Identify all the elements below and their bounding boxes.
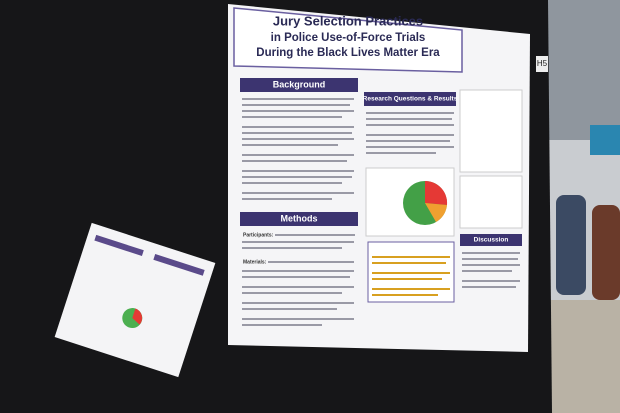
section-header (240, 78, 358, 92)
section-title: Discussion (474, 237, 509, 244)
text-block-part (242, 270, 354, 272)
text-block-part (242, 104, 350, 106)
text-block-part (242, 170, 354, 172)
text-block-part (242, 198, 332, 200)
handout (54, 222, 216, 378)
section-header (240, 212, 358, 226)
board-label: H5 (537, 59, 548, 68)
methods-item: Participants: (243, 232, 274, 238)
text-block-part (242, 302, 354, 304)
floor (540, 300, 620, 413)
text-block-part (372, 288, 450, 290)
text-block-part (242, 144, 338, 146)
text-block (462, 252, 520, 288)
text-block-part (462, 258, 518, 260)
pie-slice (425, 203, 447, 222)
text-block-part (366, 140, 450, 142)
text-block-part (462, 280, 520, 282)
chart-box (459, 175, 523, 229)
pie-slice (425, 180, 448, 205)
text-block-part (242, 126, 354, 128)
text-block-part (366, 134, 454, 136)
text-block-part (242, 138, 354, 140)
text-block-part (242, 98, 354, 100)
text-block-part (366, 152, 436, 154)
text-block-part (372, 294, 438, 296)
text-block-part (242, 247, 342, 249)
text-block-part (462, 270, 512, 272)
handout-bar (153, 253, 205, 276)
text-block (366, 112, 454, 154)
ceiling (540, 0, 620, 140)
methods-item: Materials: (243, 259, 267, 265)
text-block (242, 234, 355, 326)
title-box (233, 7, 463, 73)
section-title: Background (273, 79, 326, 89)
text-block-part (242, 154, 354, 156)
text-block-part (242, 286, 354, 288)
handout-bar (94, 234, 144, 256)
text-block-part (242, 176, 352, 178)
text-block-part (242, 308, 337, 310)
text-block-part (268, 261, 354, 263)
section-title: Methods (281, 213, 318, 223)
text-block-part (366, 146, 454, 148)
text-block (242, 98, 354, 200)
table-box (459, 89, 523, 173)
text-block-part (242, 292, 342, 294)
text-block-part (275, 234, 355, 236)
hall-sign (590, 125, 620, 155)
section-header (364, 92, 456, 106)
text-block-part (242, 318, 354, 320)
section-title: Research Questions & Results (363, 96, 458, 103)
text-block-part (366, 124, 454, 126)
text-block-part (372, 262, 446, 264)
text-block-part (242, 160, 347, 162)
text-block-part (242, 241, 354, 243)
text-block-part (372, 256, 450, 258)
text-block-part (366, 112, 454, 114)
title-line: During the Black Lives Matter Era (256, 47, 440, 59)
person (592, 205, 620, 300)
section-header (460, 234, 522, 246)
title-line: in Police Use-of-Force Trials (271, 32, 426, 44)
text-block-part (366, 118, 452, 120)
text-block-part (242, 132, 352, 134)
board-tag (536, 56, 548, 72)
person (556, 195, 586, 295)
handout-pie (132, 308, 143, 325)
text-block (372, 256, 450, 296)
text-block-part (462, 286, 516, 288)
text-block-part (242, 110, 354, 112)
text-block-part (242, 324, 322, 326)
text-block-part (242, 116, 342, 118)
text-block-part (242, 182, 342, 184)
text-block-part (242, 276, 350, 278)
title-line: Jury Selection Practices (273, 13, 423, 28)
text-block-part (372, 278, 442, 280)
text-block-part (242, 192, 354, 194)
text-block-part (462, 264, 520, 266)
text-block-part (372, 272, 450, 274)
text-block-part (462, 252, 520, 254)
